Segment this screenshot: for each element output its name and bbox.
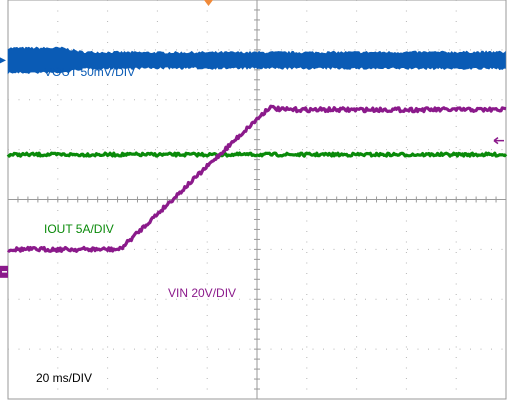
iout-label: IOUT 5A/DIV xyxy=(44,222,114,236)
series-vin-line xyxy=(6,104,507,253)
series-vout-band xyxy=(7,46,506,75)
vin-label: VIN 20V/DIV xyxy=(168,286,236,300)
vout-label: VOUT 50mV/DIV xyxy=(44,65,135,79)
grid xyxy=(7,0,507,400)
series-iout-line xyxy=(6,151,508,158)
trigger-position-marker xyxy=(204,0,213,6)
traces xyxy=(6,46,508,253)
trigger-level-arrow xyxy=(493,137,499,145)
vout-channel-marker xyxy=(0,57,6,64)
channel-markers xyxy=(0,0,504,278)
timebase-label: 20 ms/DIV xyxy=(36,371,92,385)
